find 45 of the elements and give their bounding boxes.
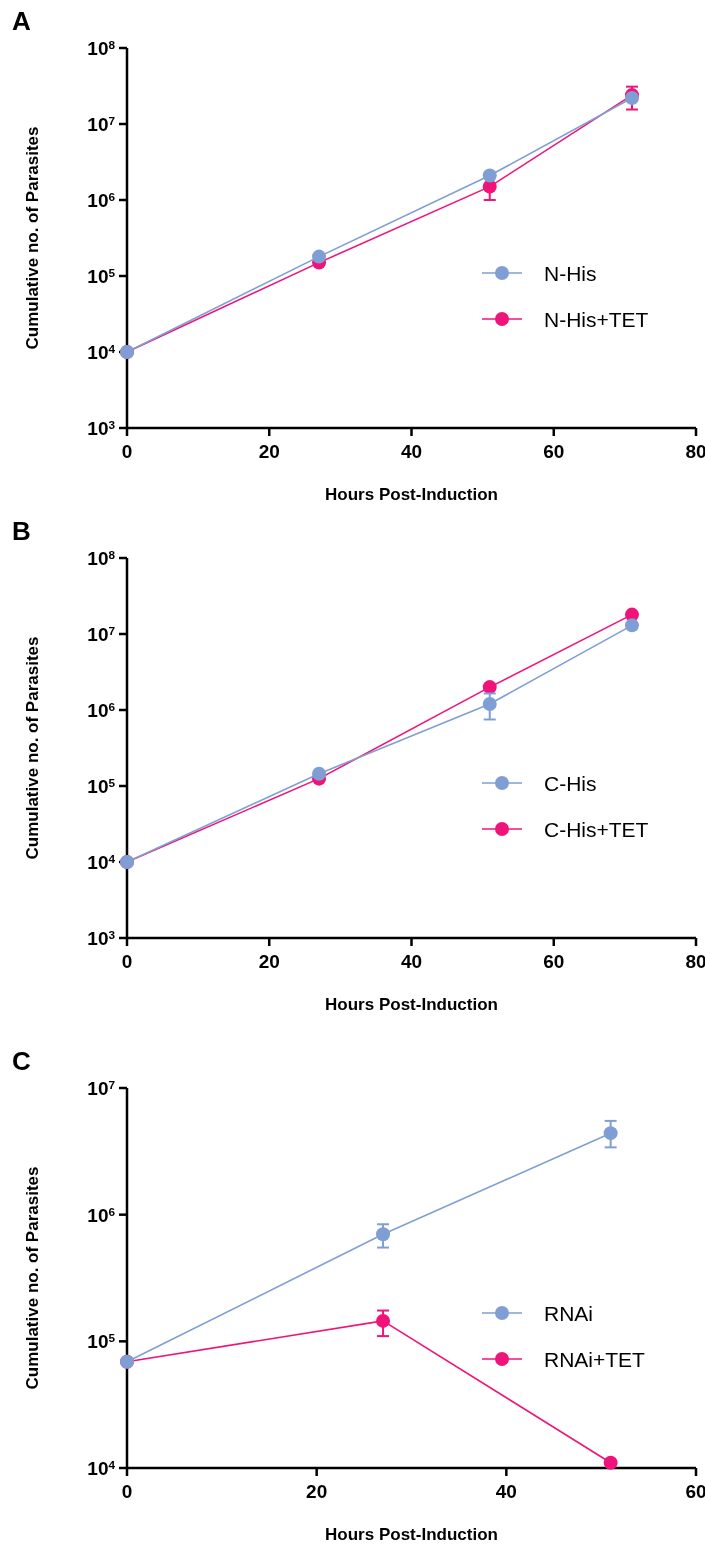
x-tick-label: 60 (543, 951, 565, 972)
x-tick-label: 40 (400, 951, 423, 972)
y-tick-label: 10$^{3}$ (87, 927, 116, 949)
y-tick-label: 10$^{5}$ (87, 775, 116, 797)
legend-label: C-His+TET (544, 818, 649, 841)
x-tick-label: 20 (258, 441, 280, 462)
y-tick-label: 10$^{6}$ (87, 1204, 116, 1226)
y-tick-label: 10$^{4}$ (87, 851, 116, 873)
y-tick-label: 10$^{3}$ (87, 417, 116, 439)
x-tick-label: 60 (543, 441, 565, 462)
chart-title: C (12, 1046, 31, 1076)
y-tick-label: 10$^{7}$ (87, 623, 116, 645)
x-axis-title: Hours Post-Induction (325, 995, 498, 1014)
x-tick-label: 80 (685, 441, 705, 462)
legend-label: RNAi+TET (544, 1348, 646, 1371)
y-tick-label: 10$^{6}$ (87, 699, 116, 721)
y-tick-label: 10$^{6}$ (87, 189, 116, 211)
legend-label: C-His (544, 772, 597, 795)
legend-label: RNAi (544, 1302, 594, 1325)
x-tick-label: 40 (400, 441, 423, 462)
legend-label: N-His+TET (544, 308, 649, 331)
y-tick-label: 10$^{7}$ (87, 1077, 116, 1099)
x-axis-title: Hours Post-Induction (325, 1525, 498, 1544)
x-tick-label: 20 (306, 1481, 328, 1502)
x-tick-label: 60 (685, 1481, 705, 1502)
legend-label: N-His (544, 262, 597, 285)
x-tick-label: 80 (685, 951, 705, 972)
x-axis-title: Hours Post-Induction (325, 485, 498, 504)
y-tick-label: 10$^{4}$ (87, 1457, 116, 1479)
y-tick-label: 10$^{5}$ (87, 1330, 116, 1353)
x-tick-label: 0 (121, 1481, 133, 1502)
y-tick-label: 10$^{4}$ (87, 341, 116, 363)
y-axis-title: Cumulative no. of Parasites (23, 1166, 42, 1390)
x-tick-label: 40 (495, 1481, 517, 1502)
x-tick-label: 0 (121, 951, 133, 972)
y-tick-label: 10$^{8}$ (87, 37, 116, 59)
y-tick-label: 10$^{7}$ (87, 113, 116, 135)
chart-title: B (12, 516, 31, 546)
y-tick-label: 10$^{5}$ (87, 265, 116, 287)
x-tick-label: 20 (258, 951, 280, 972)
y-tick-label: 10$^{8}$ (87, 547, 116, 569)
chart-title: A (12, 6, 31, 36)
y-axis-title: Cumulative no. of Parasites (23, 126, 42, 350)
y-axis-title: Cumulative no. of Parasites (23, 636, 42, 860)
x-tick-label: 0 (121, 441, 133, 462)
